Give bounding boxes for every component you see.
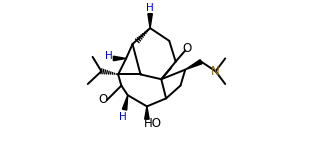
Polygon shape [148,14,152,28]
Text: H: H [146,3,154,13]
Polygon shape [185,60,202,70]
Text: H: H [105,51,113,61]
Polygon shape [145,106,149,119]
Text: O: O [182,42,192,55]
Polygon shape [122,95,128,110]
Polygon shape [113,56,126,61]
Text: O: O [98,94,108,106]
Text: H: H [119,112,127,122]
Text: HO: HO [143,118,162,130]
Text: N: N [211,65,220,78]
